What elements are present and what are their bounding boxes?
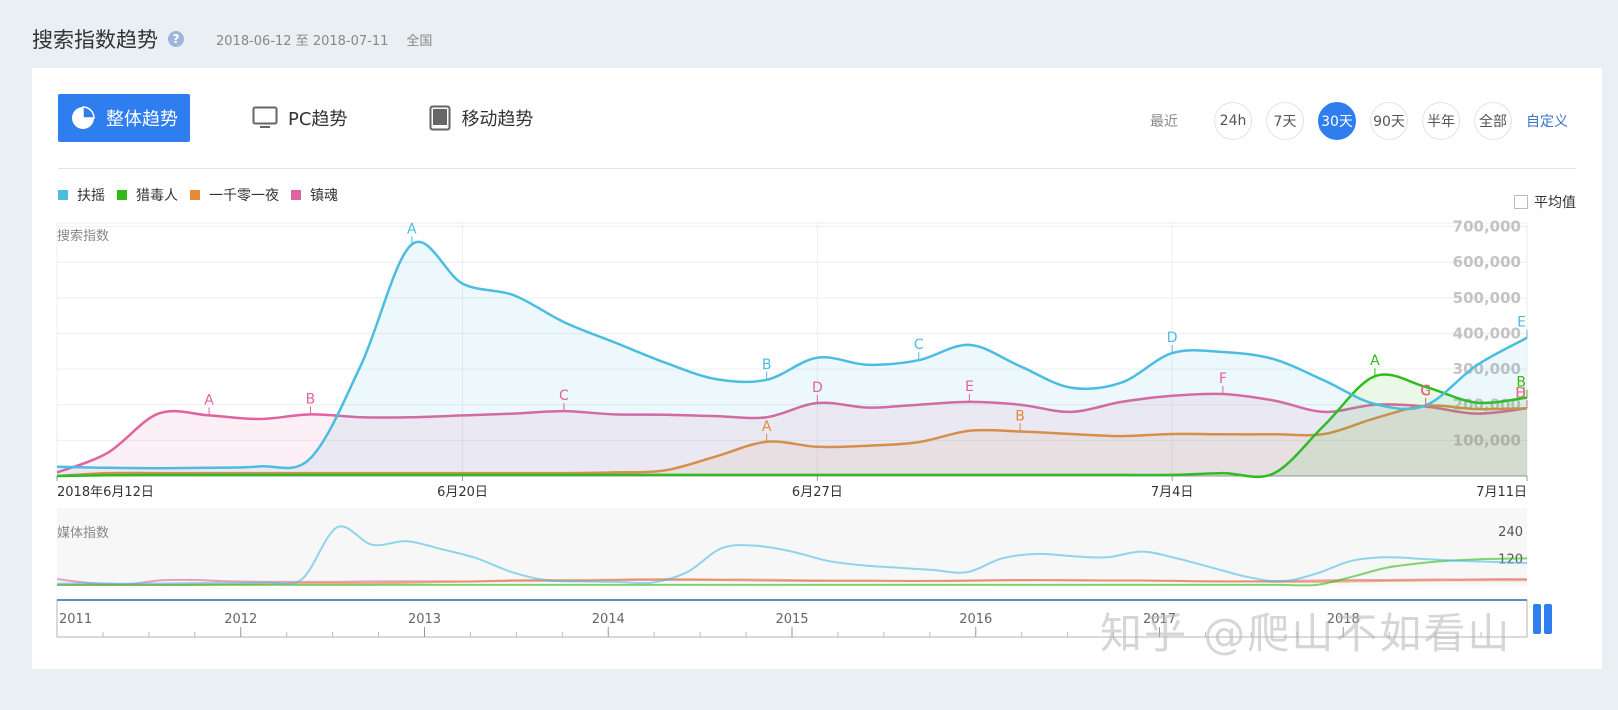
chart-legend: 扶摇 猎毒人 一千零一夜 镇魂: [58, 185, 350, 205]
series-area-1: [57, 374, 1527, 477]
legend-label: 一千零一夜: [209, 188, 279, 204]
range-all-button[interactable]: 全部: [1474, 102, 1512, 140]
event-marker-label: A: [204, 392, 214, 408]
tab-overall-trend[interactable]: 整体趋势: [58, 94, 190, 142]
x-tick-label: 6月27日: [792, 485, 843, 500]
navigator-year-label: 2015: [775, 612, 808, 627]
range-90d-button[interactable]: 90天: [1370, 102, 1408, 140]
average-label: 平均值: [1534, 195, 1576, 211]
y-tick-label: 100,000: [1453, 431, 1521, 449]
range-half-year-button[interactable]: 半年: [1422, 102, 1460, 140]
series-line-3: [56, 392, 1528, 474]
x-tick-label: 2018年6月12日: [57, 485, 154, 500]
media-series-line-1: [56, 557, 1528, 587]
question-icon[interactable]: ?: [168, 31, 184, 47]
navigator-year-label: 2018: [1327, 612, 1360, 627]
range-handle[interactable]: [1533, 604, 1541, 634]
tab-pc-trend[interactable]: PC趋势: [252, 94, 347, 142]
range-24h-button[interactable]: 24h: [1214, 102, 1252, 140]
navigator-year-label: 2016: [959, 612, 992, 627]
page-title: 搜索指数趋势: [32, 28, 158, 52]
y-tick-label: 300,000: [1453, 360, 1521, 378]
legend-label: 猎毒人: [136, 188, 178, 204]
navigator-year-label: 2011: [59, 612, 92, 627]
range-handle[interactable]: [1544, 604, 1552, 634]
event-marker-label: A: [407, 221, 417, 237]
series-line-0: [56, 240, 1528, 470]
x-tick-label: 7月11日: [1476, 485, 1527, 500]
media-series-line-0: [56, 525, 1528, 586]
custom-range-link[interactable]: 自定义: [1526, 114, 1568, 130]
event-marker-label: E: [1517, 315, 1526, 331]
media-y-tick-label: 240: [1498, 525, 1523, 540]
legend-item-zhenhun[interactable]: 镇魂: [291, 185, 338, 205]
tab-mobile-trend[interactable]: 移动趋势: [429, 94, 533, 142]
event-marker-label: B: [1516, 375, 1526, 391]
legend-item-yiqian[interactable]: 一千零一夜: [190, 185, 279, 205]
series-line-1: [56, 373, 1528, 479]
range-30d-button[interactable]: 30天: [1318, 102, 1356, 140]
y-axis-label: 搜索指数: [57, 229, 109, 244]
pie-chart-icon: [70, 105, 96, 131]
legend-swatch: [117, 190, 127, 200]
range-label: 最近: [1150, 114, 1178, 130]
y-tick-label: 400,000: [1453, 324, 1521, 342]
x-tick-label: 6月20日: [437, 485, 488, 500]
event-marker-label: B: [1015, 408, 1025, 424]
y-tick-label: 600,000: [1453, 253, 1521, 271]
legend-label: 扶摇: [77, 188, 105, 204]
event-marker-label: A: [762, 419, 772, 435]
media-plot-area: [57, 508, 1527, 586]
monitor-icon: [252, 106, 278, 130]
trend-tabs: 整体趋势 PC趋势 移动趋势: [58, 94, 533, 142]
navigator-year-label: 2017: [1143, 612, 1176, 627]
watermark-text: 知乎 @爬山不如看山: [1100, 609, 1512, 658]
average-checkbox[interactable]: [1514, 195, 1528, 209]
legend-item-fuyao[interactable]: 扶摇: [58, 185, 105, 205]
event-marker-label: D: [1515, 385, 1526, 401]
event-marker-label: B: [306, 391, 316, 407]
event-marker-label: C: [914, 337, 924, 353]
navigator-year-label: 2013: [408, 612, 441, 627]
series-area-0: [57, 241, 1527, 476]
media-y-axis-label: 媒体指数: [57, 526, 109, 541]
legend-swatch: [291, 190, 301, 200]
series-area-2: [57, 405, 1527, 476]
event-marker-label: C: [1421, 383, 1431, 399]
legend-swatch: [190, 190, 200, 200]
average-toggle[interactable]: 平均值: [1514, 192, 1576, 212]
event-marker-label: D: [812, 380, 823, 396]
tab-label: PC趋势: [288, 109, 348, 130]
range-7d-button[interactable]: 7天: [1266, 102, 1304, 140]
time-range-selector: 最近 24h 7天 30天 90天 半年 全部 自定义: [1150, 102, 1568, 140]
series-line-2: [56, 404, 1528, 478]
tab-label: 移动趋势: [461, 109, 534, 130]
y-tick-label: 500,000: [1453, 289, 1521, 307]
event-marker-label: A: [1370, 353, 1380, 369]
legend-swatch: [58, 190, 68, 200]
tablet-icon: [429, 105, 451, 131]
event-marker-label: F: [1219, 371, 1227, 387]
event-marker-label: H: [1515, 385, 1526, 401]
legend-label: 镇魂: [310, 188, 338, 204]
navigator-year-label: 2014: [592, 612, 625, 627]
event-marker-label: B: [762, 357, 772, 373]
page-header: 搜索指数趋势 ? 2018-06-12 至 2018-07-11 全国: [32, 24, 432, 54]
series-area-3: [57, 393, 1527, 476]
date-range: 2018-06-12 至 2018-07-11: [216, 33, 389, 49]
region-label: 全国: [406, 33, 433, 49]
legend-item-liedu[interactable]: 猎毒人: [117, 185, 178, 205]
x-tick-label: 7月4日: [1151, 485, 1194, 500]
media-y-tick-label: 120: [1498, 552, 1523, 567]
event-marker-label: C: [559, 388, 569, 404]
divider: [58, 168, 1576, 169]
event-marker-label: G: [1420, 384, 1431, 400]
event-marker-label: D: [1167, 330, 1178, 346]
event-marker-label: E: [965, 379, 974, 395]
tab-label: 整体趋势: [106, 109, 178, 130]
y-tick-label: 700,000: [1453, 218, 1521, 236]
navigator-year-label: 2012: [224, 612, 257, 627]
